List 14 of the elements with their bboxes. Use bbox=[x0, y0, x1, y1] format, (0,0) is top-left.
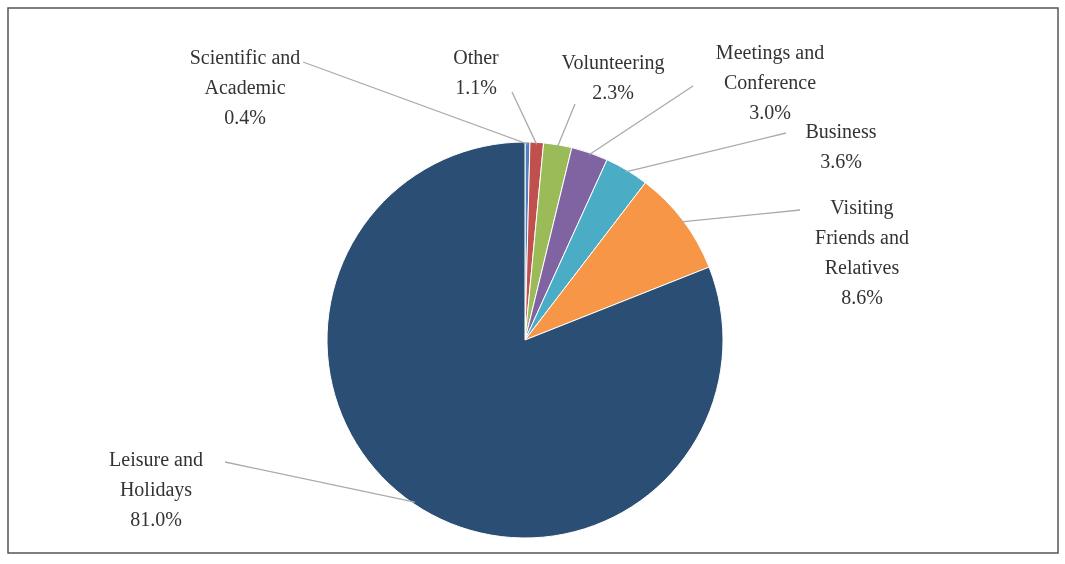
data-label: 2.3% bbox=[592, 81, 634, 103]
data-label: 8.6% bbox=[841, 286, 883, 308]
data-label: 1.1% bbox=[455, 76, 497, 98]
data-label: 3.6% bbox=[820, 150, 862, 172]
data-label: 3.0% bbox=[749, 101, 791, 123]
slice-label: Volunteering bbox=[561, 51, 665, 74]
slice-label: Visiting Friends and Relatives bbox=[815, 196, 909, 278]
data-label: 0.4% bbox=[224, 106, 266, 128]
slice-label: Meetings and Conference bbox=[715, 41, 825, 93]
slice-label: Scientific and Academic bbox=[189, 46, 301, 98]
data-label: 81.0% bbox=[130, 508, 182, 530]
slice-label: Other bbox=[453, 46, 500, 68]
slice-label: Business bbox=[805, 120, 877, 142]
slice-label: Leisure and Holidays bbox=[109, 448, 203, 501]
